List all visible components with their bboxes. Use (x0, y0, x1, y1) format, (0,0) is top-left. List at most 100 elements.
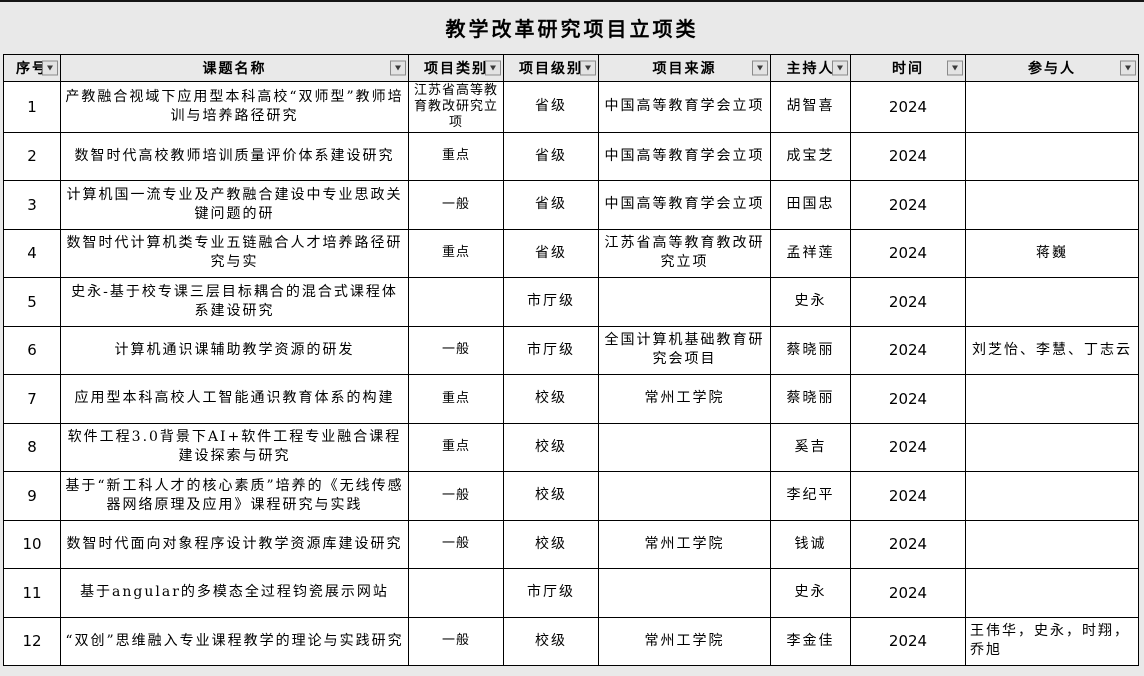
cell-category[interactable]: 江苏省高等教育教改研究立项 (408, 81, 504, 133)
cell-participants[interactable]: 蒋巍 (965, 228, 1139, 279)
cell-source[interactable]: 中国高等教育学会立项 (598, 81, 771, 133)
cell-participants[interactable] (965, 568, 1139, 618)
cell-leader[interactable]: 奚吉 (770, 422, 851, 473)
cell-no[interactable]: 1 (3, 81, 61, 133)
cell-leader[interactable]: 胡智喜 (770, 81, 851, 133)
cell-level[interactable]: 省级 (503, 228, 599, 279)
cell-name[interactable]: 计算机通识课辅助教学资源的研发 (60, 325, 409, 376)
cell-category[interactable]: 一般 (408, 616, 504, 667)
cell-name[interactable]: 数智时代面向对象程序设计教学资源库建设研究 (60, 519, 409, 570)
cell-source[interactable]: 江苏省高等教育教改研究立项 (598, 228, 771, 279)
cell-year[interactable]: 2024 (850, 374, 966, 424)
cell-level[interactable]: 市厅级 (503, 277, 599, 327)
cell-no[interactable]: 5 (3, 277, 61, 327)
cell-no[interactable]: 10 (3, 519, 61, 570)
cell-category[interactable]: 一般 (408, 519, 504, 570)
cell-participants[interactable] (965, 180, 1139, 230)
cell-category[interactable]: 一般 (408, 180, 504, 230)
cell-level[interactable]: 校级 (503, 616, 599, 667)
cell-year[interactable]: 2024 (850, 277, 966, 327)
cell-category[interactable] (408, 568, 504, 618)
cell-year[interactable]: 2024 (850, 471, 966, 521)
cell-year[interactable]: 2024 (850, 131, 966, 182)
cell-category[interactable] (408, 277, 504, 327)
cell-source[interactable] (598, 568, 771, 618)
cell-participants[interactable]: 刘芝怡、李慧、丁志云 (965, 325, 1139, 376)
cell-category[interactable]: 重点 (408, 422, 504, 473)
cell-leader[interactable]: 钱诚 (770, 519, 851, 570)
cell-no[interactable]: 3 (3, 180, 61, 230)
cell-source[interactable]: 中国高等教育学会立项 (598, 180, 771, 230)
cell-no[interactable]: 2 (3, 131, 61, 182)
cell-leader[interactable]: 蔡晓丽 (770, 374, 851, 424)
cell-level[interactable]: 市厅级 (503, 568, 599, 618)
cell-name[interactable]: 计算机国一流专业及产教融合建设中专业思政关键问题的研 (60, 180, 409, 230)
filter-dropdown-button-year[interactable] (947, 60, 963, 76)
cell-participants[interactable] (965, 374, 1139, 424)
cell-year[interactable]: 2024 (850, 228, 966, 279)
filter-dropdown-button-participants[interactable] (1120, 60, 1136, 76)
cell-source[interactable]: 中国高等教育学会立项 (598, 131, 771, 182)
cell-year[interactable]: 2024 (850, 616, 966, 667)
filter-dropdown-button-leader[interactable] (832, 60, 848, 76)
cell-leader[interactable]: 李金佳 (770, 616, 851, 667)
cell-participants[interactable] (965, 422, 1139, 473)
cell-leader[interactable]: 孟祥莲 (770, 228, 851, 279)
cell-leader[interactable]: 史永 (770, 277, 851, 327)
cell-category[interactable]: 一般 (408, 325, 504, 376)
cell-no[interactable]: 4 (3, 228, 61, 279)
cell-no[interactable]: 8 (3, 422, 61, 473)
cell-name[interactable]: 软件工程3.0背景下AI+软件工程专业融合课程建设探索与研究 (60, 422, 409, 473)
cell-name[interactable]: 数智时代计算机类专业五链融合人才培养路径研究与实 (60, 228, 409, 279)
cell-leader[interactable]: 蔡晓丽 (770, 325, 851, 376)
cell-name[interactable]: 史永-基于校专课三层目标耦合的混合式课程体系建设研究 (60, 277, 409, 327)
cell-level[interactable]: 市厅级 (503, 325, 599, 376)
cell-no[interactable]: 11 (3, 568, 61, 618)
filter-dropdown-button-no[interactable] (42, 60, 58, 76)
cell-level[interactable]: 省级 (503, 180, 599, 230)
cell-year[interactable]: 2024 (850, 568, 966, 618)
cell-participants[interactable] (965, 277, 1139, 327)
filter-dropdown-button-name[interactable] (390, 60, 406, 76)
cell-source[interactable] (598, 471, 771, 521)
cell-level[interactable]: 校级 (503, 422, 599, 473)
cell-year[interactable]: 2024 (850, 180, 966, 230)
cell-category[interactable]: 重点 (408, 131, 504, 182)
cell-leader[interactable]: 李纪平 (770, 471, 851, 521)
cell-level[interactable]: 校级 (503, 374, 599, 424)
cell-participants[interactable] (965, 131, 1139, 182)
cell-no[interactable]: 6 (3, 325, 61, 376)
filter-dropdown-button-category[interactable] (485, 60, 501, 76)
cell-source[interactable]: 全国计算机基础教育研究会项目 (598, 325, 771, 376)
cell-name[interactable]: “双创”思维融入专业课程教学的理论与实践研究 (60, 616, 409, 667)
cell-category[interactable]: 一般 (408, 471, 504, 521)
cell-participants[interactable] (965, 519, 1139, 570)
cell-leader[interactable]: 史永 (770, 568, 851, 618)
filter-dropdown-button-source[interactable] (752, 60, 768, 76)
cell-no[interactable]: 12 (3, 616, 61, 667)
cell-name[interactable]: 产教融合视域下应用型本科高校“双师型”教师培训与培养路径研究 (60, 81, 409, 133)
cell-leader[interactable]: 田国忠 (770, 180, 851, 230)
filter-dropdown-button-level[interactable] (580, 60, 596, 76)
cell-level[interactable]: 校级 (503, 471, 599, 521)
cell-level[interactable]: 省级 (503, 81, 599, 133)
cell-level[interactable]: 省级 (503, 131, 599, 182)
cell-participants[interactable]: 王伟华，史永，时翔，乔旭 (965, 616, 1139, 667)
cell-leader[interactable]: 成宝芝 (770, 131, 851, 182)
cell-category[interactable]: 重点 (408, 374, 504, 424)
cell-year[interactable]: 2024 (850, 325, 966, 376)
cell-source[interactable]: 常州工学院 (598, 374, 771, 424)
cell-source[interactable]: 常州工学院 (598, 616, 771, 667)
cell-year[interactable]: 2024 (850, 519, 966, 570)
cell-no[interactable]: 9 (3, 471, 61, 521)
cell-level[interactable]: 校级 (503, 519, 599, 570)
cell-year[interactable]: 2024 (850, 81, 966, 133)
cell-participants[interactable] (965, 471, 1139, 521)
cell-no[interactable]: 7 (3, 374, 61, 424)
cell-year[interactable]: 2024 (850, 422, 966, 473)
cell-name[interactable]: 基于angular的多模态全过程钧瓷展示网站 (60, 568, 409, 618)
cell-name[interactable]: 数智时代高校教师培训质量评价体系建设研究 (60, 131, 409, 182)
cell-source[interactable]: 常州工学院 (598, 519, 771, 570)
cell-name[interactable]: 应用型本科高校人工智能通识教育体系的构建 (60, 374, 409, 424)
cell-source[interactable] (598, 422, 771, 473)
